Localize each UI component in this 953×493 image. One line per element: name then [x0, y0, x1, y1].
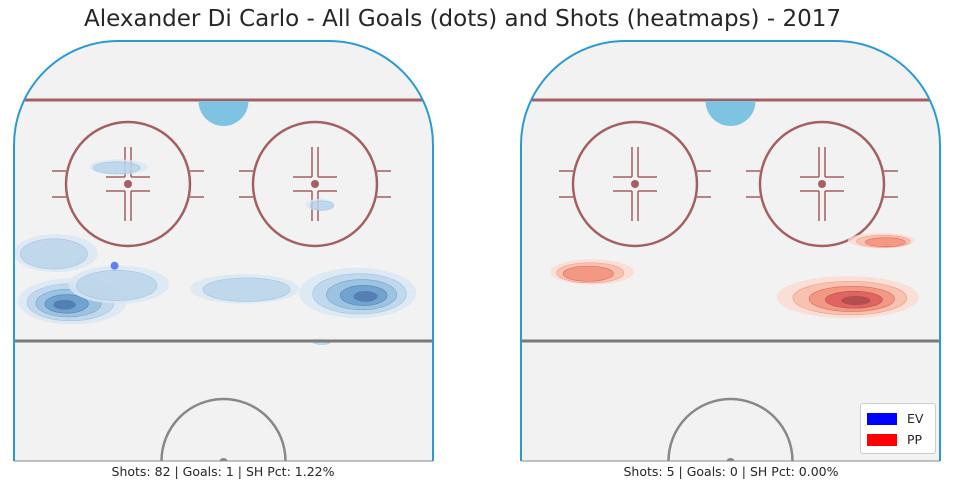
density-level: [841, 296, 871, 306]
center-faceoff-dot: [219, 458, 228, 461]
density-level: [53, 299, 76, 310]
shot-density-blob: [189, 274, 299, 304]
center-ice-circle: [160, 397, 287, 461]
legend-label-ev: EV: [907, 411, 924, 426]
center-faceoff-dot: [726, 458, 735, 461]
shot-heatmap: [550, 232, 920, 319]
density-level: [309, 200, 334, 211]
shot-heatmap: [14, 159, 417, 345]
shot-density-blob: [847, 232, 915, 249]
faceoff-circle-left: [559, 120, 711, 248]
legend-label-pp: PP: [907, 432, 923, 447]
legend-item-pp: PP: [867, 429, 929, 450]
boards: [13, 40, 434, 461]
goal-crease: [705, 101, 756, 126]
rink-markings: [14, 98, 433, 461]
legend: EV PP: [860, 403, 936, 454]
chart-title: Alexander Di Carlo - All Goals (dots) an…: [84, 6, 841, 32]
shot-density-blob: [298, 267, 417, 319]
shot-summary-right: Shots: 5 | Goals: 0 | SH Pct: 0.00%: [623, 464, 839, 479]
faceoff-circle-left: [52, 120, 204, 248]
density-level: [20, 238, 88, 270]
density-level: [864, 237, 906, 248]
density-level: [76, 270, 158, 301]
ice-surface: [14, 41, 433, 461]
shot-density-blob: [550, 259, 635, 285]
legend-swatch-pp: [867, 433, 897, 446]
boards: [520, 40, 941, 461]
center-ice-circle: [667, 397, 794, 461]
legend-item-ev: EV: [867, 408, 929, 429]
shot-density-blob: [89, 159, 149, 175]
shot-summary-left: Shots: 82 | Goals: 1 | SH Pct: 1.22%: [111, 464, 335, 479]
ice-surface: [521, 41, 940, 461]
density-level: [92, 161, 141, 175]
rink-panel-left: [13, 40, 434, 462]
rink-panel-right: [520, 40, 941, 462]
goal-crease: [198, 101, 249, 126]
rink-markings: [521, 98, 940, 461]
shot-density-blob: [305, 198, 335, 211]
legend-swatch-ev: [867, 412, 897, 425]
density-level: [562, 265, 614, 282]
density-level: [353, 291, 378, 302]
shot-density-blob: [68, 265, 170, 304]
shot-density-blob: [776, 276, 920, 319]
shot-density-blob: [14, 234, 98, 272]
faceoff-circle-right: [746, 120, 898, 248]
goal-dot: [110, 261, 119, 270]
density-level: [202, 277, 291, 302]
faceoff-circle-right: [239, 120, 391, 248]
